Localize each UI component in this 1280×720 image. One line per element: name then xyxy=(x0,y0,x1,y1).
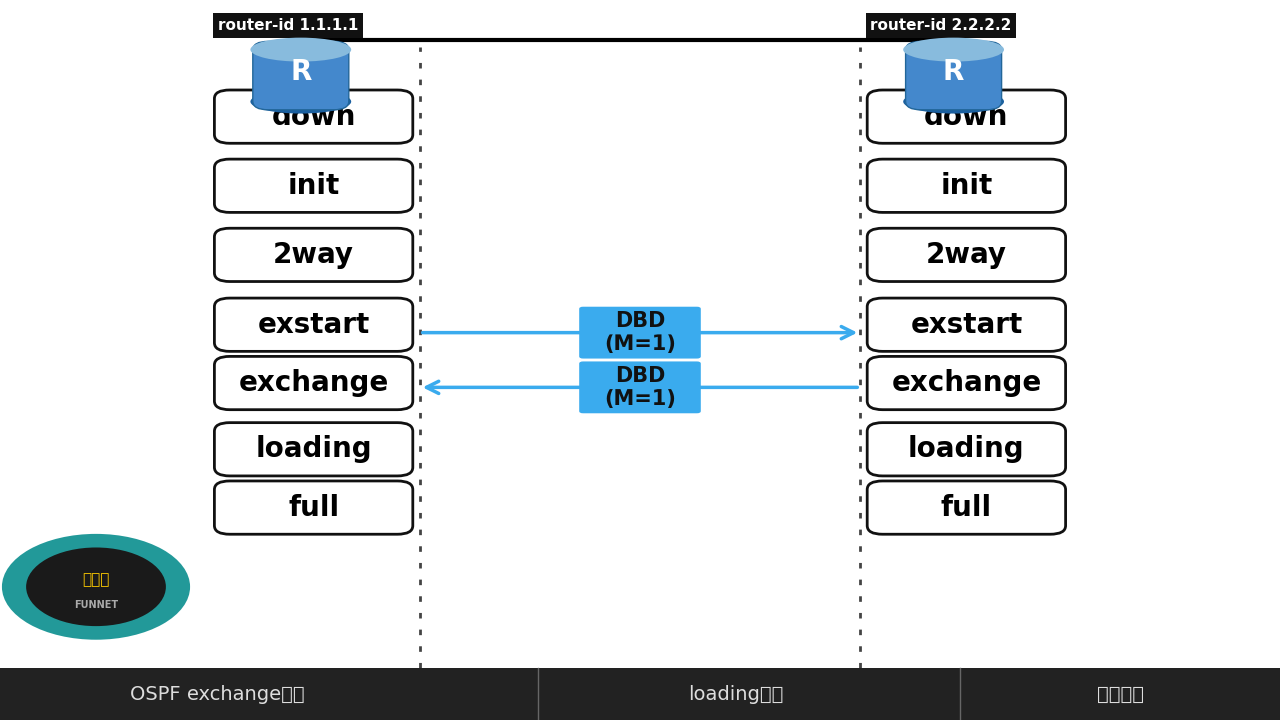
FancyBboxPatch shape xyxy=(868,159,1065,212)
FancyBboxPatch shape xyxy=(580,361,701,413)
Text: init: init xyxy=(288,172,339,199)
Text: R: R xyxy=(291,58,311,86)
FancyBboxPatch shape xyxy=(868,481,1065,534)
FancyBboxPatch shape xyxy=(868,356,1065,410)
FancyBboxPatch shape xyxy=(868,90,1065,143)
Text: loading状态: loading状态 xyxy=(689,685,783,703)
Text: 2way: 2way xyxy=(273,241,355,269)
Circle shape xyxy=(1,534,191,640)
FancyBboxPatch shape xyxy=(868,423,1065,476)
Text: router-id 1.1.1.1: router-id 1.1.1.1 xyxy=(218,18,358,33)
Text: full: full xyxy=(941,494,992,521)
FancyBboxPatch shape xyxy=(214,423,412,476)
Ellipse shape xyxy=(251,89,351,114)
Text: down: down xyxy=(271,103,356,130)
FancyBboxPatch shape xyxy=(214,298,412,351)
FancyBboxPatch shape xyxy=(214,481,412,534)
Text: exchange: exchange xyxy=(891,369,1042,397)
FancyBboxPatch shape xyxy=(868,228,1065,282)
FancyBboxPatch shape xyxy=(868,298,1065,351)
FancyBboxPatch shape xyxy=(214,159,412,212)
Ellipse shape xyxy=(904,89,1004,114)
Text: 2way: 2way xyxy=(925,241,1007,269)
Text: exstart: exstart xyxy=(910,311,1023,338)
Bar xyxy=(0,668,1280,720)
FancyBboxPatch shape xyxy=(253,41,348,109)
Text: OSPF exchange状态: OSPF exchange状态 xyxy=(131,685,305,703)
Text: DBD
(M=1): DBD (M=1) xyxy=(604,366,676,409)
Text: 邻接状态: 邻接状态 xyxy=(1097,685,1143,703)
Text: loading: loading xyxy=(908,436,1025,463)
Text: router-id 2.2.2.2: router-id 2.2.2.2 xyxy=(870,18,1011,33)
Text: DBD
(M=1): DBD (M=1) xyxy=(604,311,676,354)
Text: FUNNET: FUNNET xyxy=(74,600,118,610)
FancyBboxPatch shape xyxy=(580,307,701,359)
Text: full: full xyxy=(288,494,339,521)
Ellipse shape xyxy=(904,37,1004,62)
Text: init: init xyxy=(941,172,992,199)
Circle shape xyxy=(26,547,166,626)
Text: exchange: exchange xyxy=(238,369,389,397)
FancyBboxPatch shape xyxy=(214,356,412,410)
Text: down: down xyxy=(924,103,1009,130)
FancyBboxPatch shape xyxy=(906,41,1001,109)
Text: 超有趣: 超有趣 xyxy=(82,572,110,587)
Text: loading: loading xyxy=(255,436,372,463)
Text: exstart: exstart xyxy=(257,311,370,338)
Ellipse shape xyxy=(251,37,351,62)
Text: R: R xyxy=(943,58,964,86)
FancyBboxPatch shape xyxy=(214,228,412,282)
FancyBboxPatch shape xyxy=(214,90,412,143)
